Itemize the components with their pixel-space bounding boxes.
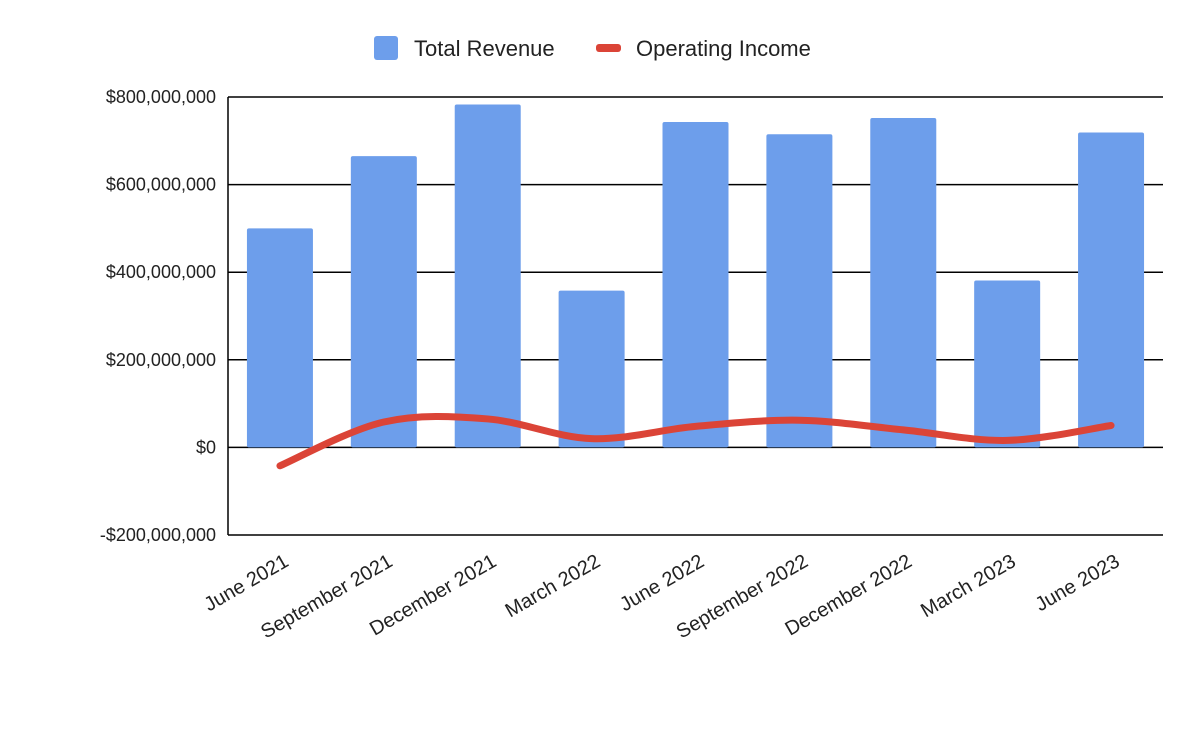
bar-total-revenue — [1078, 132, 1144, 447]
x-tick-label: March 2023 — [917, 550, 1019, 622]
y-tick-label: -$200,000,000 — [100, 525, 216, 545]
legend-swatch-total-revenue — [374, 36, 398, 60]
y-tick-label: $0 — [196, 437, 216, 457]
y-axis-ticks: $800,000,000 $600,000,000 $400,000,000 $200… — [100, 87, 216, 545]
bar-total-revenue — [559, 291, 625, 448]
bar-total-revenue — [351, 156, 417, 447]
legend-label-total-revenue: Total Revenue — [414, 36, 555, 61]
x-tick-label: June 2022 — [616, 550, 708, 616]
bar-total-revenue — [870, 118, 936, 447]
x-tick-label: June 2023 — [1032, 550, 1124, 616]
bar-total-revenue — [247, 228, 313, 447]
y-tick-label: $400,000,000 — [106, 262, 216, 282]
legend-label-operating-income: Operating Income — [636, 36, 811, 61]
x-tick-label: June 2021 — [201, 550, 293, 616]
y-tick-label: $800,000,000 — [106, 87, 216, 107]
legend-swatch-operating-income — [596, 44, 621, 52]
bar-total-revenue — [766, 134, 832, 447]
x-tick-label: March 2022 — [502, 550, 604, 622]
bar-series — [247, 104, 1144, 447]
bar-total-revenue — [663, 122, 729, 447]
y-tick-label: $200,000,000 — [106, 350, 216, 370]
bar-total-revenue — [455, 104, 521, 447]
bar-total-revenue — [974, 281, 1040, 448]
legend: Total Revenue Operating Income — [374, 36, 811, 61]
y-tick-label: $600,000,000 — [106, 175, 216, 195]
